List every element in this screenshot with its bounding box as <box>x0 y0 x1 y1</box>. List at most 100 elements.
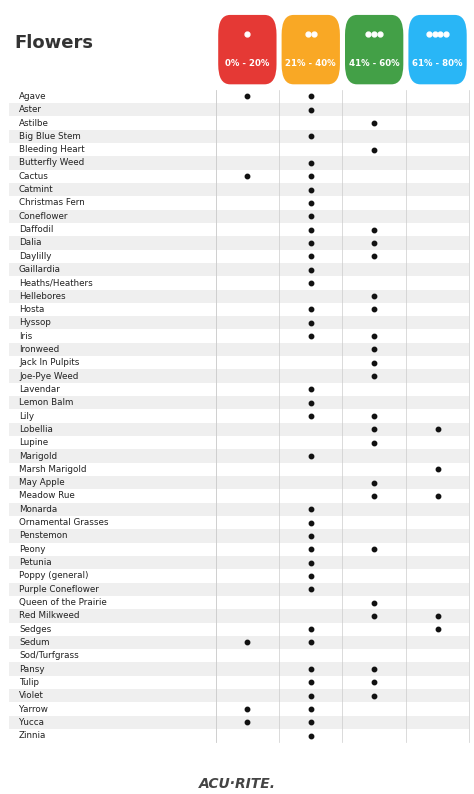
Text: 0% - 20%: 0% - 20% <box>225 59 270 68</box>
Bar <box>9 156 469 170</box>
Bar <box>9 103 469 117</box>
Bar <box>9 703 469 715</box>
Bar <box>9 276 469 290</box>
Bar <box>9 689 469 703</box>
Bar <box>9 343 469 357</box>
Bar <box>9 396 469 410</box>
Text: Yucca: Yucca <box>19 718 44 727</box>
Bar <box>9 569 469 583</box>
Text: Aster: Aster <box>19 105 42 114</box>
Bar <box>9 263 469 276</box>
Text: Christmas Fern: Christmas Fern <box>19 198 85 207</box>
Bar <box>9 369 469 383</box>
Bar <box>9 622 469 636</box>
Text: Sod/Turfgrass: Sod/Turfgrass <box>19 651 79 661</box>
Bar <box>9 729 469 742</box>
Text: Ornamental Grasses: Ornamental Grasses <box>19 518 109 527</box>
Text: Yarrow: Yarrow <box>19 704 48 714</box>
Text: 21% - 40%: 21% - 40% <box>285 59 336 68</box>
Text: Queen of the Prairie: Queen of the Prairie <box>19 598 107 607</box>
Bar <box>9 170 469 183</box>
Bar <box>9 223 469 237</box>
Bar <box>9 436 469 449</box>
Bar <box>9 237 469 249</box>
Text: Sedges: Sedges <box>19 625 51 634</box>
Bar <box>9 129 469 143</box>
Bar <box>9 210 469 223</box>
Bar <box>9 530 469 542</box>
Text: Marsh Marigold: Marsh Marigold <box>19 464 86 474</box>
Text: Zinnia: Zinnia <box>19 731 46 740</box>
Text: Agave: Agave <box>19 92 46 101</box>
Bar <box>9 556 469 569</box>
Text: Lobellia: Lobellia <box>19 425 53 434</box>
Bar <box>9 463 469 476</box>
Text: Lavendar: Lavendar <box>19 385 60 394</box>
Bar <box>9 715 469 729</box>
Text: Butterfly Weed: Butterfly Weed <box>19 159 84 168</box>
Bar <box>9 143 469 156</box>
Bar <box>9 662 469 676</box>
Text: Dalia: Dalia <box>19 238 41 248</box>
FancyBboxPatch shape <box>345 15 403 84</box>
Text: Big Blue Stem: Big Blue Stem <box>19 132 81 141</box>
Text: Hyssop: Hyssop <box>19 318 51 327</box>
Bar <box>9 636 469 649</box>
Bar <box>9 90 469 103</box>
Text: Petunia: Petunia <box>19 558 52 567</box>
Text: Daylilly: Daylilly <box>19 252 51 260</box>
FancyBboxPatch shape <box>218 15 276 84</box>
Text: Violet: Violet <box>19 692 44 700</box>
Text: Hellebores: Hellebores <box>19 291 65 301</box>
Text: Jack In Pulpits: Jack In Pulpits <box>19 358 79 368</box>
Bar <box>9 583 469 596</box>
Bar <box>9 290 469 303</box>
Text: Flowers: Flowers <box>14 34 93 52</box>
Text: Poppy (general): Poppy (general) <box>19 572 89 580</box>
Text: Meadow Rue: Meadow Rue <box>19 491 75 500</box>
Text: Daffodil: Daffodil <box>19 225 54 234</box>
Text: Red Milkweed: Red Milkweed <box>19 611 80 620</box>
Bar <box>9 383 469 396</box>
Text: Catmint: Catmint <box>19 185 54 194</box>
Bar <box>9 249 469 263</box>
Bar <box>9 183 469 196</box>
Bar <box>9 330 469 343</box>
Text: Gaillardia: Gaillardia <box>19 265 61 274</box>
Bar <box>9 303 469 316</box>
Text: Coneflower: Coneflower <box>19 212 68 221</box>
Text: Iris: Iris <box>19 332 32 341</box>
Text: Marigold: Marigold <box>19 452 57 461</box>
Bar <box>9 503 469 516</box>
Bar <box>9 117 469 129</box>
Bar <box>9 449 469 463</box>
Text: 61% - 80%: 61% - 80% <box>412 59 463 68</box>
Bar <box>9 609 469 622</box>
Bar <box>9 422 469 436</box>
Bar <box>9 649 469 662</box>
Text: Purple Coneflower: Purple Coneflower <box>19 584 99 594</box>
Text: Heaths/Heathers: Heaths/Heathers <box>19 279 93 287</box>
Bar <box>9 596 469 609</box>
Text: Lupine: Lupine <box>19 438 48 447</box>
Text: Cactus: Cactus <box>19 172 49 181</box>
Text: Hosta: Hosta <box>19 305 45 314</box>
Bar <box>9 476 469 489</box>
Text: Lemon Balm: Lemon Balm <box>19 399 73 407</box>
Text: ACU·RITE.: ACU·RITE. <box>199 777 275 791</box>
Bar <box>9 316 469 330</box>
Bar <box>9 542 469 556</box>
Text: Bleeding Heart: Bleeding Heart <box>19 145 84 154</box>
Text: May Apple: May Apple <box>19 478 64 488</box>
Text: Joe-Pye Weed: Joe-Pye Weed <box>19 372 78 380</box>
Text: 41% - 60%: 41% - 60% <box>349 59 400 68</box>
Text: Tulip: Tulip <box>19 678 39 687</box>
Bar <box>9 676 469 689</box>
Bar <box>9 516 469 530</box>
Text: Pansy: Pansy <box>19 665 45 673</box>
Text: Peony: Peony <box>19 545 46 553</box>
Bar <box>9 489 469 503</box>
Text: Penstemon: Penstemon <box>19 531 67 541</box>
Text: Ironweed: Ironweed <box>19 345 59 354</box>
Text: Sedum: Sedum <box>19 638 49 647</box>
